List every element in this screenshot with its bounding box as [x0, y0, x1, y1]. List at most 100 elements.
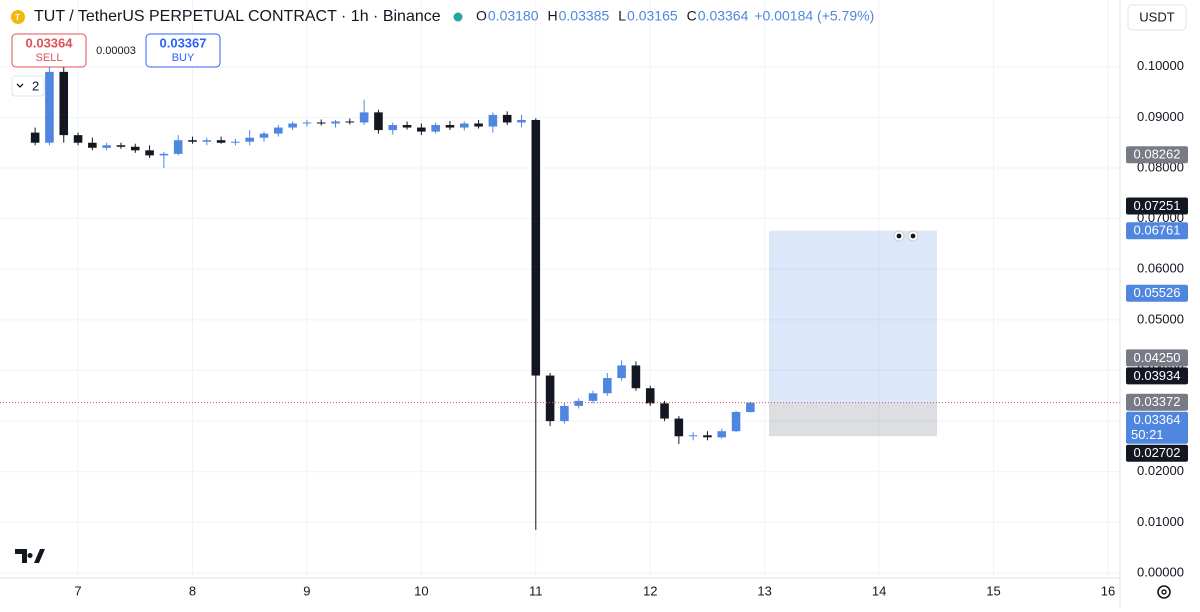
indicator-toggle[interactable]	[11, 75, 45, 97]
sell-button[interactable]	[11, 33, 87, 68]
price-label: 0.03934	[1134, 368, 1181, 383]
target-zone	[769, 230, 937, 403]
x-tick-label: 7	[74, 583, 81, 598]
buy-button[interactable]	[145, 33, 221, 68]
price-label-box	[1126, 197, 1188, 215]
ohlc-value: 0.03180	[488, 8, 539, 24]
candle-body	[746, 402, 755, 412]
ohlc-key: L	[618, 8, 626, 24]
candle-body	[531, 119, 541, 376]
candle-body	[588, 393, 598, 401]
candle-body	[417, 127, 426, 132]
candle-body	[316, 122, 326, 124]
y-tick-label: 0.10000	[1137, 58, 1184, 73]
x-tick-label: 13	[757, 583, 771, 598]
price-label: 0.07251	[1134, 198, 1181, 213]
y-tick-label: 0.09000	[1137, 109, 1184, 124]
y-tick-label: 0.01000	[1137, 514, 1184, 529]
candle-body	[402, 125, 412, 128]
candle-body	[631, 365, 641, 389]
candle-body	[574, 400, 584, 406]
indicator-count: 2	[32, 78, 39, 93]
candle-body	[145, 150, 154, 156]
candle-body	[45, 71, 54, 143]
countdown: 50:21	[1131, 427, 1164, 442]
candle-body	[59, 71, 69, 136]
price-label-box	[1126, 349, 1188, 367]
ohlc-value: 0.03165	[627, 8, 678, 24]
candle-body	[173, 140, 183, 154]
x-tick-label: 14	[872, 583, 886, 598]
candle-body	[645, 388, 655, 404]
price-label-box	[1126, 393, 1188, 411]
candle-body	[188, 140, 197, 142]
chevron-icon	[16, 83, 24, 88]
y-tick-label: 0.02000	[1137, 463, 1184, 478]
ohlc-key: C	[687, 8, 697, 24]
price-label: 0.03364	[1134, 412, 1181, 427]
candle-body	[202, 140, 212, 142]
candle-body	[517, 119, 526, 123]
price-label: 0.04250	[1134, 350, 1181, 365]
price-label-box	[1126, 222, 1188, 240]
candle-body	[731, 411, 741, 432]
candle-body	[617, 365, 626, 379]
candle-body	[560, 405, 569, 422]
buy-label: BUY	[172, 52, 195, 64]
eye-pupil	[896, 233, 902, 239]
status-dot	[453, 12, 463, 22]
y-tick-label: 0.00000	[1137, 564, 1184, 579]
tv-logo	[15, 549, 45, 563]
y-tick-label: 0.06000	[1137, 261, 1184, 276]
candle-body	[216, 140, 226, 143]
spread: 0.00003	[96, 45, 136, 57]
x-tick-label: 15	[986, 583, 1000, 598]
candle-body	[159, 153, 169, 156]
ohlc-key: O	[476, 8, 487, 24]
price-label-box	[1126, 444, 1188, 462]
price-label: 0.03372	[1134, 394, 1181, 409]
x-tick-label: 8	[189, 583, 196, 598]
chart-title: TUT / TetherUS PERPETUAL CONTRACT · 1h ·…	[34, 8, 441, 25]
candle-body	[88, 142, 97, 148]
sell-label: SELL	[36, 52, 63, 64]
candle-body	[245, 137, 254, 142]
ohlc-value: 0.03364	[698, 8, 749, 24]
candle-body	[502, 114, 512, 123]
candle-body	[274, 127, 283, 134]
x-tick-label: 9	[303, 583, 310, 598]
coin-icon	[11, 10, 25, 24]
stop-zone	[769, 402, 937, 437]
candle-body	[331, 121, 340, 124]
currency-button[interactable]	[1127, 4, 1187, 31]
candle-body	[445, 125, 455, 128]
price-label: 0.02702	[1134, 445, 1181, 460]
candle-body	[660, 403, 669, 419]
x-tick-label: 10	[414, 583, 428, 598]
price-label: 0.06761	[1134, 223, 1181, 238]
candle-body	[231, 141, 240, 143]
candle-body	[703, 435, 712, 438]
change: +0.00184 (+5.79%)	[754, 8, 874, 24]
price-label-box	[1126, 146, 1188, 164]
candle-body	[488, 114, 498, 127]
candle-body	[459, 123, 469, 128]
candle-body	[288, 123, 297, 128]
currency: USDT	[1139, 9, 1174, 24]
candle-body	[431, 125, 440, 132]
price-label-box	[1126, 411, 1188, 444]
plot	[0, 51, 1120, 530]
coin-icon-glyph: T	[15, 13, 20, 22]
price-label: 0.05526	[1134, 285, 1181, 300]
buy-price: 0.03367	[160, 35, 207, 50]
candle-body	[116, 145, 126, 147]
y-tick-label: 0.05000	[1137, 311, 1184, 326]
settings-icon[interactable]	[1157, 585, 1171, 599]
x-tick-label: 12	[643, 583, 657, 598]
candle-body	[474, 123, 483, 127]
candle-body	[674, 418, 684, 437]
candle-body	[603, 378, 612, 394]
candle-body	[102, 145, 111, 148]
